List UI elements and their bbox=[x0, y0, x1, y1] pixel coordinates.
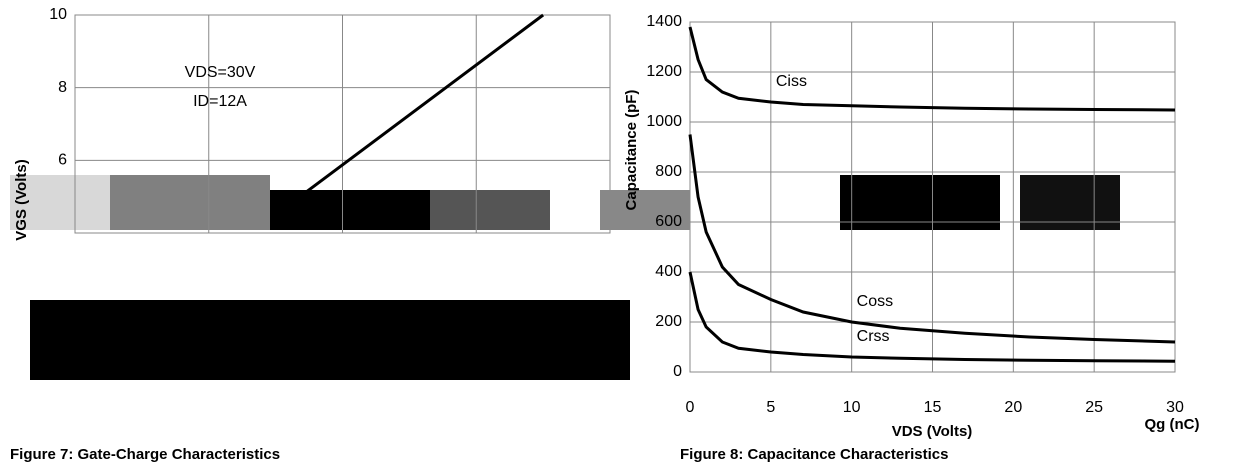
y-tick-label: 10 bbox=[49, 6, 67, 23]
series-label: Ciss bbox=[776, 73, 807, 90]
x-axis-label: VDS (Volts) bbox=[892, 423, 973, 440]
y-tick-label: 600 bbox=[655, 213, 682, 230]
data-line bbox=[274, 13, 545, 217]
y-axis-label: VGS (Volts) bbox=[13, 159, 30, 240]
y-tick-label: 400 bbox=[655, 263, 682, 280]
x-tick-label: 20 bbox=[1004, 399, 1022, 416]
x-tick-label: 5 bbox=[766, 399, 775, 416]
series-label: Coss bbox=[857, 293, 893, 310]
y-tick-label: 1400 bbox=[646, 13, 682, 30]
glitch-block bbox=[30, 300, 630, 380]
x-tick-label: 15 bbox=[924, 399, 942, 416]
glitch-block bbox=[110, 175, 270, 230]
glitch-block bbox=[1020, 175, 1120, 230]
glitch-block bbox=[10, 175, 110, 230]
data-line bbox=[688, 271, 1176, 363]
x-tick-label: 0 bbox=[686, 399, 695, 416]
glitch-block bbox=[430, 190, 550, 230]
chart-title: Figure 8: Capacitance Characteristics bbox=[680, 446, 948, 463]
glitch-block bbox=[840, 175, 1000, 230]
x-tick-label: 25 bbox=[1085, 399, 1103, 416]
x-axis-label: Qg (nC) bbox=[1145, 416, 1200, 433]
y-tick-label: 8 bbox=[58, 79, 67, 96]
series-label: Crss bbox=[857, 328, 890, 345]
y-tick-label: 200 bbox=[655, 313, 682, 330]
y-tick-label: 1200 bbox=[646, 63, 682, 80]
glitch-block bbox=[270, 190, 430, 230]
annotation: ID=12A bbox=[193, 93, 247, 110]
y-axis-label: Capacitance (pF) bbox=[623, 90, 640, 211]
data-line bbox=[688, 134, 1176, 344]
chart-title: Figure 7: Gate-Charge Characteristics bbox=[10, 446, 280, 463]
x-tick-label: 10 bbox=[843, 399, 861, 416]
data-line bbox=[688, 26, 1176, 112]
y-tick-label: 0 bbox=[673, 363, 682, 380]
x-tick-label: 30 bbox=[1166, 399, 1184, 416]
glitch-block bbox=[600, 190, 690, 230]
annotation: VDS=30V bbox=[185, 64, 256, 81]
y-tick-label: 800 bbox=[655, 163, 682, 180]
y-tick-label: 1000 bbox=[646, 113, 682, 130]
y-tick-label: 6 bbox=[58, 152, 67, 169]
